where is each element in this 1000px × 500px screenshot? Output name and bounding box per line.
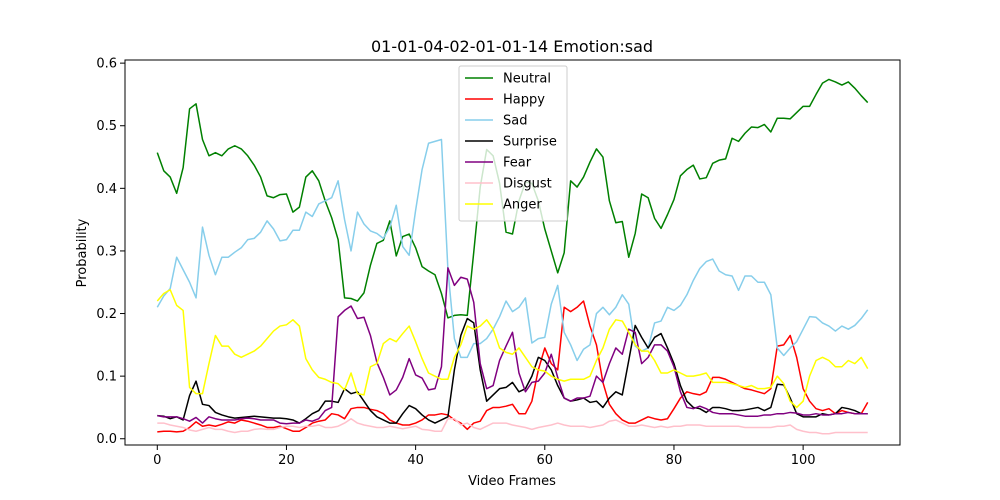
legend-label-disgust: Disgust xyxy=(503,177,552,192)
series-line-disgust xyxy=(157,417,868,435)
axes-frame xyxy=(124,59,901,446)
y-tick-label: 0.2 xyxy=(96,307,117,322)
y-tick-label: 0.4 xyxy=(96,182,117,197)
legend-label-surprise: Surprise xyxy=(503,135,557,150)
x-tick-label: 80 xyxy=(666,453,683,468)
series-line-neutral xyxy=(156,78,869,319)
series-line-surprise xyxy=(157,317,868,424)
x-tick-label: 60 xyxy=(537,453,554,468)
y-axis-title: Probability xyxy=(75,218,90,287)
legend-label-happy: Happy xyxy=(503,93,545,108)
legend-label-anger: Anger xyxy=(503,198,542,213)
x-tick-label: 100 xyxy=(791,453,816,468)
series-line-fear xyxy=(157,267,868,425)
x-tick-label: 40 xyxy=(407,453,424,468)
series-line-happy xyxy=(157,300,869,433)
x-axis: 0 20 40 60 80 100 xyxy=(153,445,816,468)
x-tick-label: 0 xyxy=(153,453,161,468)
series-line-sad xyxy=(156,138,869,362)
series-line-anger xyxy=(156,289,869,409)
legend-label-fear: Fear xyxy=(503,156,532,171)
y-tick-label: 0.5 xyxy=(96,119,117,134)
y-tick-label: 0.3 xyxy=(96,244,117,259)
y-tick-label: 0.1 xyxy=(96,370,117,385)
legend-label-sad: Sad xyxy=(503,114,527,129)
legend-label-neutral: Neutral xyxy=(503,72,551,87)
chart-title: 01-01-04-02-01-01-14 Emotion:sad xyxy=(371,37,653,56)
x-tick-label: 20 xyxy=(278,453,295,468)
legend: Neutral Happy Sad Surprise Fear Disgust Anger xyxy=(458,65,568,222)
series-layer xyxy=(156,78,869,435)
x-axis-title: Video Frames xyxy=(468,474,556,489)
y-axis: 0.0 0.1 0.2 0.3 0.4 0.5 0.6 xyxy=(96,57,125,447)
y-tick-label: 0.0 xyxy=(96,432,117,447)
y-tick-label: 0.6 xyxy=(96,57,117,72)
